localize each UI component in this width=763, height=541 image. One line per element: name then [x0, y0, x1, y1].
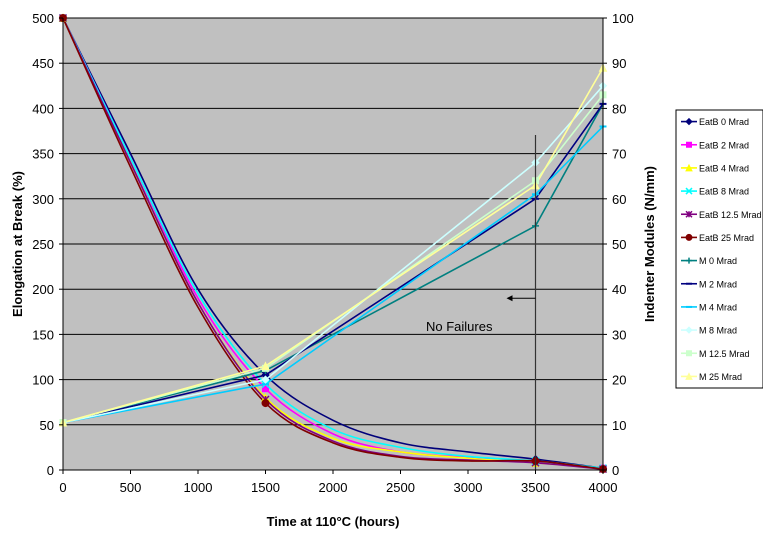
legend-box: [675, 109, 763, 389]
series-line: [62, 103, 604, 424]
legend-item: EatB 25 Mrad: [681, 233, 754, 243]
data-point: [261, 399, 270, 408]
legend-label: M 8 Mrad: [699, 326, 737, 336]
y2-tick-label: 30: [612, 327, 626, 342]
series-line: [62, 103, 604, 424]
series-layer: [62, 17, 604, 470]
data-point: [685, 117, 693, 126]
x-tick-label: 2000: [319, 480, 348, 495]
y2-tick-label: 100: [612, 11, 634, 26]
legend-item: EatB 8 Mrad: [681, 187, 749, 197]
y2-tick-label: 0: [612, 463, 619, 478]
y-tick-label: 50: [40, 418, 54, 433]
legend-label: EatB 8 Mrad: [699, 187, 749, 197]
series-line: [62, 67, 604, 424]
series-line: [62, 125, 604, 424]
legend-item: EatB 2 Mrad: [681, 140, 749, 150]
y2-tick-label: 60: [612, 192, 626, 207]
x-tick-label: 1000: [184, 480, 213, 495]
y-tick-label: 450: [32, 56, 54, 71]
legend-item: EatB 12.5 Mrad: [681, 210, 762, 220]
data-point: [686, 141, 692, 148]
legend-label: M 4 Mrad: [699, 302, 737, 312]
legend-item: M 2 Mrad: [681, 279, 737, 289]
y2-tick-label: 70: [612, 147, 626, 162]
annotation-arrow-head: [506, 295, 513, 302]
y2-axis-label: Indenter Modules (N/mm): [642, 166, 657, 322]
data-point: [262, 385, 269, 393]
data-point: [686, 350, 692, 357]
x-tick-label: 1500: [251, 480, 280, 495]
legend-label: EatB 2 Mrad: [699, 140, 749, 150]
y2-tick-label: 50: [612, 237, 626, 252]
y-tick-label: 0: [47, 463, 54, 478]
data-point: [686, 257, 692, 264]
data-point: [685, 372, 693, 380]
y-tick-label: 200: [32, 282, 54, 297]
series-line: [62, 17, 604, 469]
y-tick-label: 350: [32, 147, 54, 162]
y-axis-label: Elongation at Break (%): [10, 171, 25, 317]
x-tick-label: 500: [120, 480, 142, 495]
x-tick-label: 4000: [589, 480, 618, 495]
legend-item: M 8 Mrad: [681, 326, 737, 336]
series-line: [62, 17, 604, 469]
y2-tick-label: 40: [612, 282, 626, 297]
legend-item: M 12.5 Mrad: [681, 349, 750, 359]
legend-item: M 4 Mrad: [681, 302, 737, 312]
legend-label: M 25 Mrad: [699, 372, 742, 382]
legend-label: EatB 4 Mrad: [699, 163, 749, 173]
legend-label: M 0 Mrad: [699, 256, 737, 266]
data-point: [685, 163, 693, 172]
y2-tick-label: 20: [612, 373, 626, 388]
y-tick-label: 100: [32, 373, 54, 388]
y-tick-label: 300: [32, 192, 54, 207]
data-point: [685, 210, 693, 218]
legend-label: EatB 0 Mrad: [699, 117, 749, 127]
series-line: [62, 85, 604, 424]
data-point: [685, 187, 693, 195]
data-point: [261, 361, 270, 371]
legend-label: M 2 Mrad: [699, 279, 737, 289]
series-line: [62, 94, 604, 424]
legend: EatB 0 Mrad EatB 2 Mrad EatB 4 Mrad EatB 8 …: [675, 109, 763, 389]
x-tick-label: 3000: [454, 480, 483, 495]
legend-item: M 25 Mrad: [681, 372, 742, 382]
y2-tick-label: 10: [612, 418, 626, 433]
x-tick-label: 0: [59, 480, 66, 495]
y2-tick-label: 80: [612, 101, 626, 116]
y-tick-label: 250: [32, 237, 54, 252]
legend-item: EatB 0 Mrad: [681, 117, 749, 127]
legend-item: M 0 Mrad: [681, 256, 737, 266]
x-tick-label: 2500: [386, 480, 415, 495]
legend-item: EatB 4 Mrad: [681, 163, 749, 173]
legend-label: M 12.5 Mrad: [699, 349, 750, 359]
axes: 0 500 1000 1500 2000 2500 3000 3500 400005010015…: [32, 11, 633, 495]
data-point: [685, 233, 693, 241]
legend-label: EatB 25 Mrad: [699, 233, 754, 243]
annotation: No Failures: [426, 295, 536, 334]
x-tick-label: 3500: [521, 480, 550, 495]
y2-tick-label: 90: [612, 56, 626, 71]
series-line: [62, 17, 604, 470]
y-tick-label: 150: [32, 327, 54, 342]
y-tick-label: 500: [32, 11, 54, 26]
data-point: [685, 326, 693, 334]
x-axis-label: Time at 110°C (hours): [267, 514, 400, 529]
y-tick-label: 400: [32, 101, 54, 116]
data-point: [261, 375, 270, 384]
legend-label: EatB 12.5 Mrad: [699, 210, 762, 220]
annotation-text: No Failures: [426, 319, 493, 334]
